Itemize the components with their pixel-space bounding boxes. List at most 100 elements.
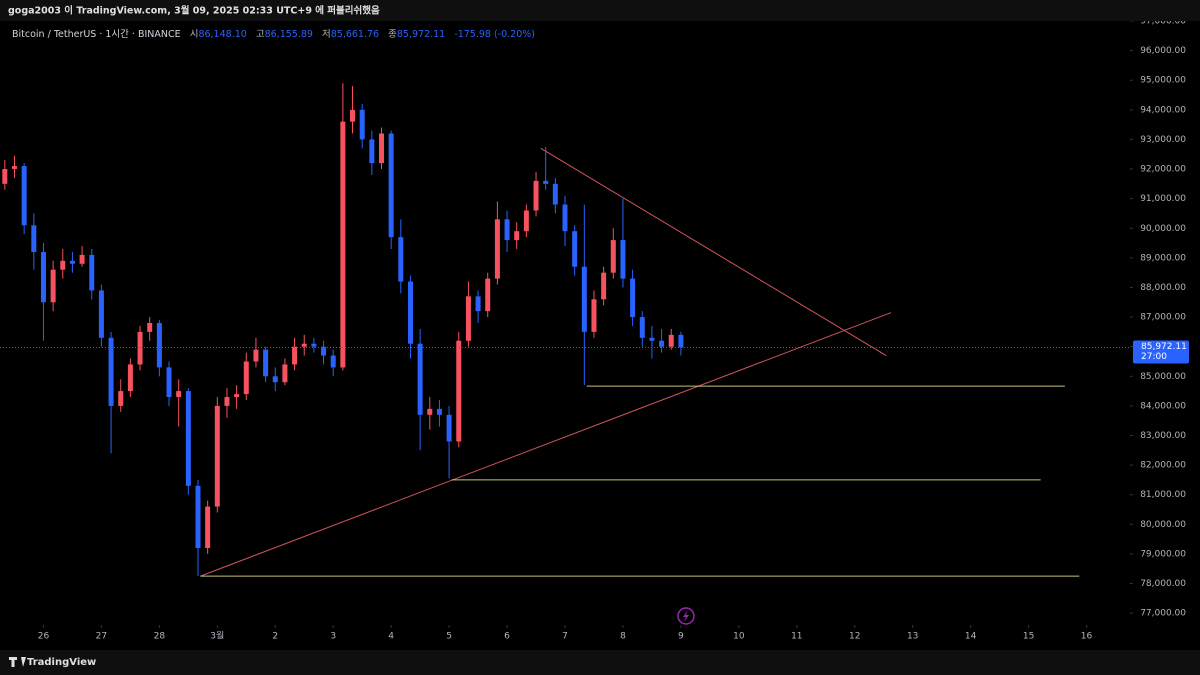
y-tick-label: 80,000.00	[1140, 520, 1186, 530]
symbol: Bitcoin / TetherUS · 1시간 · BINANCE	[12, 29, 181, 40]
candle-body	[388, 133, 394, 238]
low-value: 85,661.76	[330, 29, 380, 40]
candle-body	[311, 343, 317, 347]
candle-body	[156, 323, 162, 368]
candle-body	[552, 183, 558, 205]
candle-body	[205, 506, 211, 549]
footer-bar	[0, 650, 1200, 675]
x-tick-label: 6	[504, 632, 510, 642]
x-tick-label: 10	[733, 632, 745, 642]
candle-body	[649, 337, 655, 341]
candle-body	[398, 237, 404, 282]
open-value: 86,148.10	[198, 29, 247, 40]
candle-body	[350, 109, 356, 122]
change-value: -175.98 (-0.20%)	[454, 29, 535, 40]
high-label: 고	[255, 29, 265, 40]
candle-body	[98, 290, 104, 338]
candle-body	[214, 405, 220, 507]
y-tick-label: 89,000.00	[1140, 253, 1186, 263]
close-value: 85,972.11	[396, 29, 446, 40]
candle-body	[436, 408, 442, 415]
x-tick-label: 9	[678, 632, 684, 642]
y-tick-label: 90,000.00	[1140, 224, 1186, 234]
candle-body	[485, 278, 491, 312]
candle-body	[330, 355, 336, 368]
candle-body	[185, 391, 191, 486]
candle-body	[378, 133, 384, 164]
y-tick-label: 93,000.00	[1140, 135, 1186, 145]
y-tick-label: 79,000.00	[1140, 549, 1186, 559]
candle-body	[69, 260, 75, 264]
y-tick-label: 85,000.00	[1140, 372, 1186, 382]
candle-body	[620, 240, 626, 279]
candle-body	[2, 169, 8, 184]
candle-body	[272, 376, 278, 383]
candle-body	[417, 343, 423, 415]
candle-body	[108, 337, 114, 406]
candle-body	[407, 281, 413, 344]
candle-body	[234, 394, 240, 398]
candle-body	[89, 254, 95, 291]
candle-body	[601, 272, 607, 300]
candle-body	[668, 334, 674, 347]
candle-body	[137, 331, 143, 365]
candle-body	[243, 361, 249, 395]
candle-body	[253, 349, 259, 362]
brand: TradingView	[27, 657, 96, 668]
y-tick-label: 96,000.00	[1140, 46, 1186, 56]
candle-body	[118, 391, 124, 406]
drawing-line	[540, 147, 887, 356]
last-price-label: 85,972.11	[1141, 342, 1187, 352]
candle-body	[60, 260, 66, 270]
candle-body	[369, 139, 375, 164]
candle-body	[340, 121, 346, 368]
candle-body	[292, 346, 298, 365]
candle-body	[427, 408, 433, 415]
candle-body	[224, 397, 230, 406]
candle-body	[263, 349, 269, 377]
y-tick-label: 83,000.00	[1140, 431, 1186, 441]
candle-body	[610, 240, 616, 273]
candle-body	[147, 323, 153, 332]
event-icon[interactable]	[677, 607, 695, 625]
candle-body	[127, 364, 133, 392]
candle-body	[446, 414, 452, 442]
candle-body	[562, 204, 568, 232]
y-tick-label: 88,000.00	[1140, 283, 1186, 293]
candle-body	[301, 343, 307, 347]
brand-logo	[9, 657, 26, 667]
x-tick-label: 13	[907, 632, 918, 642]
countdown: 27:00	[1141, 352, 1167, 362]
drawing-line	[200, 312, 892, 577]
y-tick-label: 94,000.00	[1140, 105, 1186, 115]
candle-body	[581, 266, 587, 332]
x-tick-label: 15	[1023, 632, 1034, 642]
candle-body	[21, 166, 27, 226]
y-tick-label: 78,000.00	[1140, 579, 1186, 589]
open-label: 시	[189, 29, 199, 40]
candle-body	[678, 334, 684, 348]
x-tick-label: 26	[38, 632, 50, 642]
candle-body	[456, 340, 462, 442]
publish-note: goga2003 이 TradingView.com, 3월 09, 2025 …	[8, 5, 380, 17]
x-tick-label: 7	[562, 632, 568, 642]
candle-body	[533, 180, 539, 211]
x-tick-label: 3월	[210, 630, 224, 642]
low-label: 저	[321, 29, 331, 40]
y-tick-label: 92,000.00	[1140, 165, 1186, 175]
candle-body	[475, 296, 481, 312]
last-price-tag	[1133, 340, 1189, 364]
y-tick-label: 87,000.00	[1140, 313, 1186, 323]
candle-body	[572, 231, 578, 267]
y-tick-label: 77,000.00	[1140, 609, 1186, 619]
candle-body	[282, 364, 288, 383]
candle-body	[659, 340, 665, 347]
x-tick-label: 2	[272, 632, 278, 642]
x-tick-label: 3	[330, 632, 336, 642]
candle-body	[630, 278, 636, 318]
close-label: 종	[388, 29, 397, 40]
candle-body	[591, 299, 597, 332]
candle-body	[504, 219, 510, 241]
